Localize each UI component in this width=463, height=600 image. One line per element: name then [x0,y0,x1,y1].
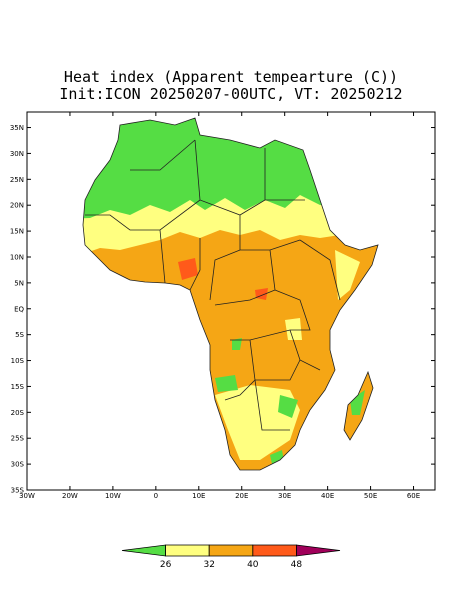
lon-tick-label: 0 [154,492,158,500]
colorbar-segment [165,544,210,557]
lat-tick-label: 15S [11,383,25,391]
lon-tick-label: 10W [105,492,121,500]
colorbar: 26 32 40 48 [121,544,341,570]
lat-tick-label: 10N [10,253,24,261]
lat-tick-label: 25N [10,176,24,184]
band-below-26 [215,375,238,392]
map-title: Heat index (Apparent tempearture (C)) [64,68,398,86]
lat-tick-label: 35N [10,124,24,132]
colorbar-segment [296,544,341,557]
band-40-48 [178,258,198,280]
lat-tick-label: 25S [11,435,25,443]
band-below-26 [232,338,242,350]
lat-tick-label: 30N [10,150,24,158]
lon-tick-label: 50E [364,492,377,500]
lat-tick-label: EQ [14,305,24,313]
lat-tick-label: 15N [10,228,24,236]
band-26-32 [335,250,360,300]
lon-tick-label: 20W [62,492,78,500]
lon-tick-label: 60E [407,492,420,500]
heat-field [83,118,378,470]
lat-tick-label: 5S [15,331,24,339]
lon-tick-label: 40E [321,492,334,500]
colorbar-segment [121,544,166,557]
colorbar-label: 48 [291,560,303,570]
axes: 35N 30N 25N 20N 15N 10N 5N EQ 5S 10S 15S 20S 25S 30S 3… [10,112,435,500]
lat-tick-label: 20N [10,202,24,210]
lat-tick-label: 30S [11,461,25,469]
band-26-32 [285,318,302,340]
colorbar-label: 40 [247,560,259,570]
colorbar-label: 32 [203,560,214,570]
lon-tick-label: 30W [19,492,35,500]
colorbar-segment [208,544,254,557]
lon-tick-label: 10E [192,492,205,500]
lon-tick-label: 20E [235,492,248,500]
colorbar-label: 26 [160,560,172,570]
lon-tick-label: 30E [278,492,291,500]
map-subtitle: Init:ICON 20250207-00UTC, VT: 20250212 [59,85,402,103]
map-frame [26,111,436,491]
lat-tick-label: 35S [11,487,25,495]
colorbar-segment [252,544,297,557]
lat-tick-label: 20S [11,409,25,417]
lat-tick-label: 5N [14,279,24,287]
band-below-26 [278,395,298,418]
band-26-32 [215,385,300,460]
country-borders [82,117,379,471]
band-below-26 [350,390,365,415]
lat-tick-label: 10S [11,357,25,365]
